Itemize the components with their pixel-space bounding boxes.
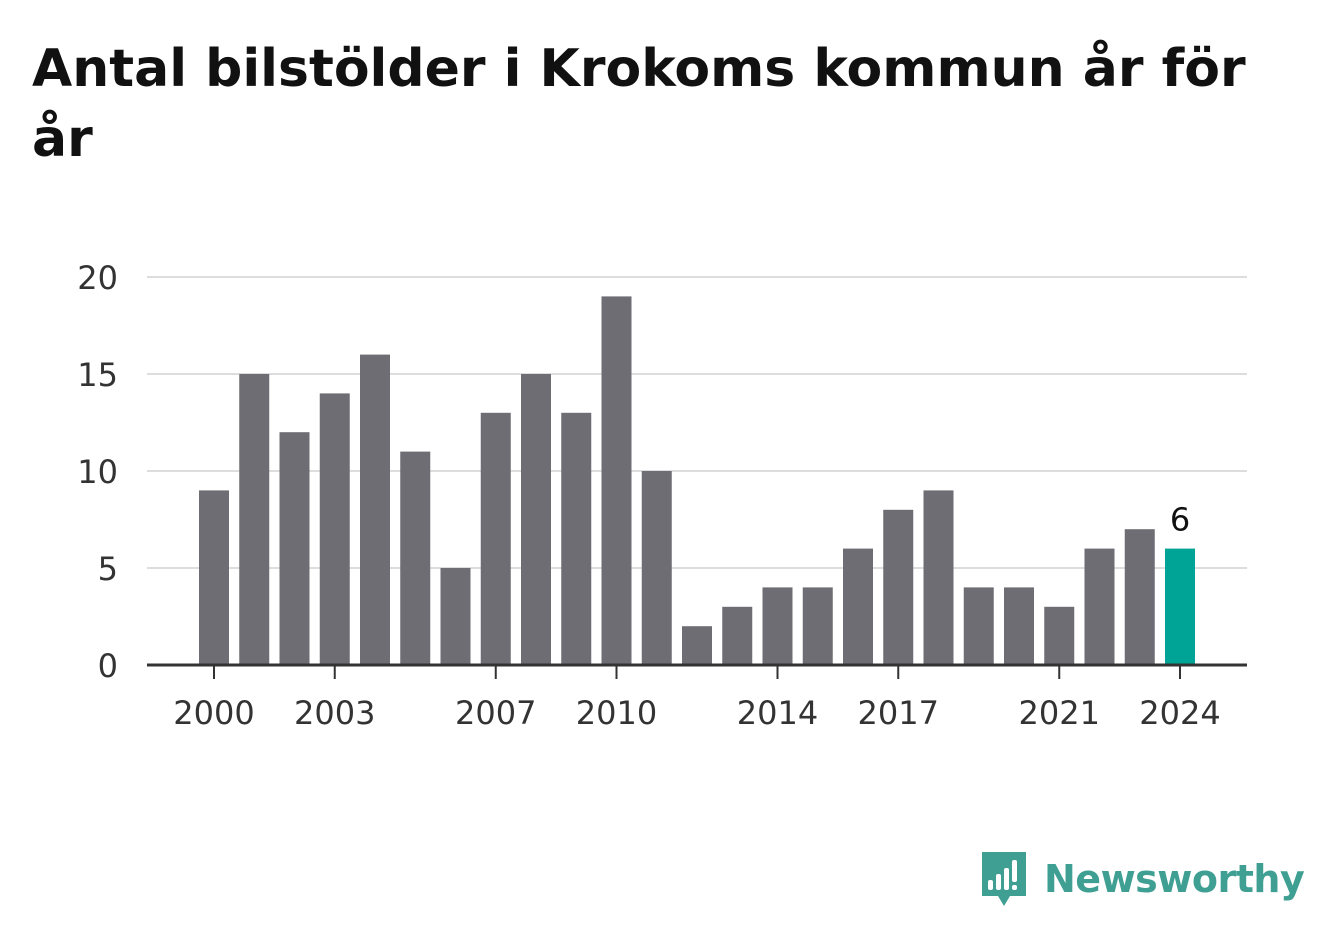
bar-2008	[521, 374, 551, 665]
bar-2010	[601, 296, 632, 665]
y-tick-label: 10	[77, 453, 118, 491]
bars	[199, 296, 1195, 665]
grid-lines	[147, 276, 1247, 569]
bar-2012	[682, 626, 712, 665]
bar-2002	[279, 432, 310, 665]
bar-2009	[561, 412, 592, 665]
highlight-value-label: 6	[1170, 501, 1190, 539]
y-axis-ticks: 0 5 10 15 20	[77, 259, 118, 685]
x-tick-label: 2010	[576, 694, 657, 732]
chart-title: Antal bilstölder i Krokoms kommun år för…	[32, 39, 1246, 169]
bar-2006	[440, 568, 471, 665]
y-tick-label: 20	[77, 259, 118, 297]
bar-2017	[883, 509, 914, 665]
bar-2004	[360, 354, 390, 665]
bar-2005	[400, 451, 431, 665]
y-tick-label: 0	[98, 647, 118, 685]
bar-2022	[1084, 548, 1115, 665]
x-tick-label: 2000	[173, 694, 254, 732]
annotations: 6	[1170, 501, 1190, 539]
bar-2001	[239, 374, 270, 665]
bar-2000	[199, 490, 229, 665]
bar-2019	[963, 587, 994, 665]
bar-chart-speech-bubble-icon	[982, 852, 1026, 906]
bar-2011	[641, 471, 672, 665]
y-tick-label: 15	[77, 356, 118, 394]
x-axis-ticks: 2000 2003 2007 2010 2014 2017 2021 2024	[173, 665, 1221, 732]
bar-2016	[843, 548, 873, 665]
bar-2021	[1044, 606, 1075, 665]
x-tick-label: 2021	[1019, 694, 1100, 732]
bar-2024	[1165, 548, 1195, 665]
x-tick-label: 2014	[737, 694, 818, 732]
x-tick-label: 2003	[294, 694, 375, 732]
bar-2015	[802, 587, 833, 665]
bar-2023	[1124, 529, 1155, 665]
x-tick-label: 2007	[455, 694, 536, 732]
bar-2013	[722, 606, 753, 665]
bar-2020	[1004, 587, 1034, 665]
bar-2018	[923, 490, 954, 665]
bar-chart: 0 5 10 15 20 2000 2003 2007 2010 2014 2017 2021 202…	[77, 259, 1247, 732]
bar-2014	[762, 587, 793, 665]
y-tick-label: 5	[98, 550, 118, 588]
bar-2007	[480, 412, 511, 665]
brand-name: Newsworthy	[1044, 857, 1305, 901]
x-tick-label: 2024	[1139, 694, 1220, 732]
newsworthy-logo: Newsworthy	[980, 850, 1305, 908]
x-tick-label: 2017	[858, 694, 939, 732]
bar-2003	[319, 393, 350, 665]
